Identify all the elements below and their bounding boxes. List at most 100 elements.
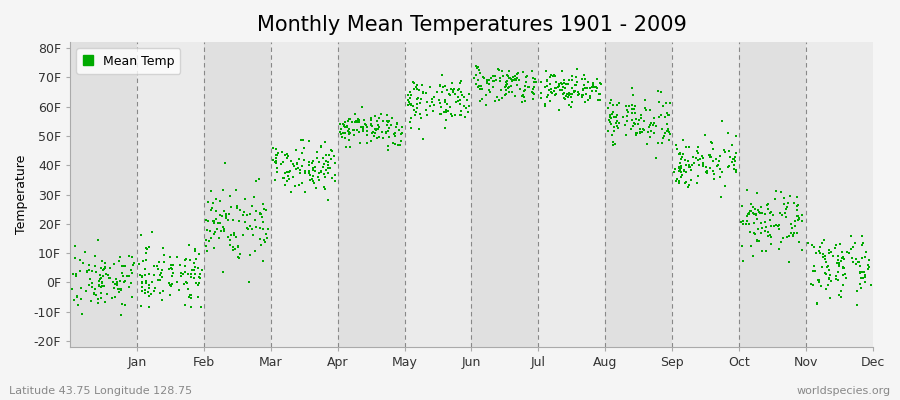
Point — [226, 244, 240, 250]
Point — [349, 118, 364, 124]
Point — [534, 79, 548, 85]
Point — [284, 158, 299, 164]
Point — [754, 220, 769, 226]
Point — [266, 157, 280, 164]
Point — [518, 87, 533, 93]
Point — [79, 269, 94, 276]
Point — [821, 263, 835, 269]
Point — [703, 154, 717, 160]
Point — [364, 123, 379, 130]
Point — [696, 155, 710, 161]
Point — [189, 280, 203, 286]
Point — [832, 269, 846, 275]
Point — [302, 162, 316, 168]
Text: worldspecies.org: worldspecies.org — [796, 386, 891, 396]
Point — [583, 95, 598, 102]
Point — [280, 169, 294, 175]
Point — [400, 102, 415, 108]
Point — [500, 73, 515, 80]
Point — [259, 206, 274, 213]
Point — [445, 80, 459, 86]
Point — [704, 154, 718, 160]
Point — [142, 244, 157, 250]
Point — [111, 286, 125, 292]
Point — [182, 242, 196, 248]
Point — [543, 74, 557, 80]
Point — [226, 247, 240, 254]
Point — [604, 120, 618, 127]
Point — [781, 258, 796, 265]
Point — [716, 118, 730, 124]
Point — [139, 244, 153, 251]
Y-axis label: Temperature: Temperature — [15, 155, 28, 234]
Point — [87, 290, 102, 297]
Point — [78, 288, 93, 294]
Point — [771, 223, 786, 229]
Point — [854, 274, 868, 281]
Point — [231, 254, 246, 260]
Point — [452, 86, 466, 92]
Point — [314, 169, 328, 175]
Point — [150, 277, 165, 283]
Point — [462, 103, 476, 109]
Point — [526, 89, 540, 96]
Point — [206, 200, 220, 206]
Point — [184, 304, 198, 310]
Point — [846, 244, 860, 251]
Point — [316, 154, 330, 161]
Point — [446, 87, 460, 94]
Point — [687, 160, 701, 166]
Point — [294, 180, 309, 187]
Point — [103, 275, 117, 282]
Point — [191, 264, 205, 271]
Point — [219, 213, 233, 220]
Point — [298, 188, 312, 195]
Point — [108, 294, 122, 300]
Point — [837, 264, 851, 271]
Point — [201, 199, 215, 205]
Point — [253, 210, 267, 216]
Point — [343, 116, 357, 122]
Point — [861, 266, 876, 272]
Point — [570, 66, 584, 72]
Point — [569, 74, 583, 80]
Point — [381, 128, 395, 134]
Point — [502, 74, 517, 81]
Point — [552, 81, 566, 87]
Point — [778, 205, 793, 212]
Point — [360, 127, 374, 134]
Point — [716, 147, 731, 154]
Point — [324, 148, 338, 154]
Point — [296, 137, 310, 144]
Point — [381, 118, 395, 125]
Point — [267, 159, 282, 165]
Point — [499, 79, 513, 85]
Point — [256, 226, 270, 232]
Point — [162, 292, 176, 298]
Point — [166, 269, 181, 276]
Point — [846, 258, 860, 265]
Point — [791, 216, 806, 222]
Point — [577, 81, 591, 88]
Point — [728, 154, 742, 160]
Point — [508, 73, 523, 79]
Point — [769, 222, 783, 228]
Point — [462, 109, 476, 116]
Point — [813, 244, 827, 250]
Point — [183, 257, 197, 263]
Point — [526, 96, 540, 102]
Point — [106, 261, 121, 267]
Point — [223, 232, 238, 238]
Point — [790, 202, 805, 209]
Point — [487, 98, 501, 104]
Point — [726, 156, 741, 162]
Point — [74, 296, 88, 303]
Point — [85, 268, 99, 274]
Point — [671, 178, 686, 185]
Point — [335, 134, 349, 140]
Point — [469, 80, 483, 87]
Point — [364, 116, 379, 123]
Point — [471, 65, 485, 71]
Point — [571, 89, 585, 96]
Point — [152, 272, 166, 278]
